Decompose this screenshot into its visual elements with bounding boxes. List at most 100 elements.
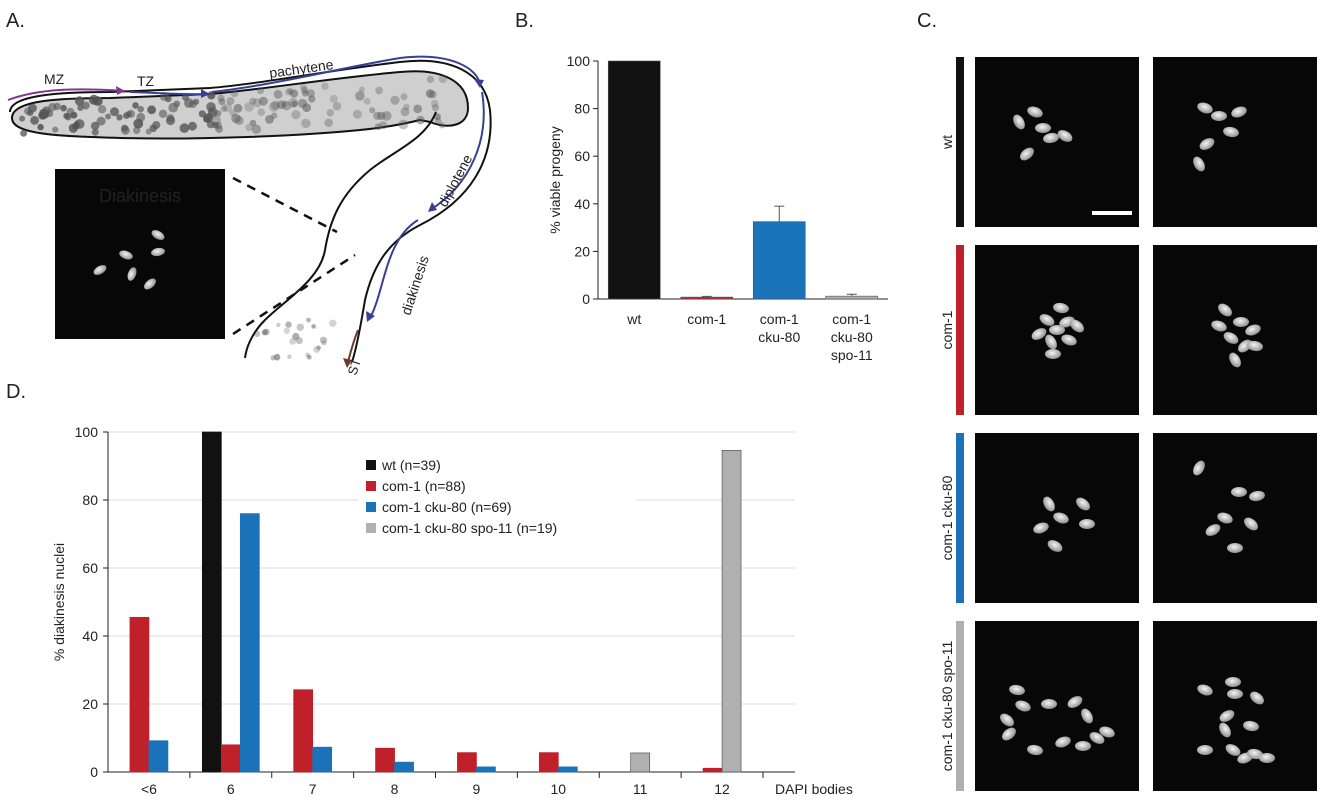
germline-nucleus	[300, 83, 307, 91]
row-label: com-1 cku-80	[939, 475, 955, 560]
bivalent-spot	[1225, 744, 1241, 756]
panel-letter-d: D.	[6, 381, 26, 403]
germline-nucleus	[373, 111, 382, 120]
micrograph-grid: wt com-1 com-1 cku-80 com-1 cku-80 spo-11	[939, 57, 1317, 791]
chartD-x-tick-label: <6	[141, 781, 157, 797]
chartD-x-labels: <6 6 7 8 9 10 11 12	[141, 772, 764, 797]
germline-nucleus	[218, 98, 226, 106]
germline-nucleus	[81, 101, 90, 110]
germline-nucleus	[430, 99, 439, 108]
proximal-nucleus	[273, 353, 281, 361]
bivalent-spot	[1211, 111, 1227, 121]
germline-nucleus	[252, 98, 262, 108]
inset-chromosomes	[93, 230, 165, 290]
row-label: com-1 cku-80 spo-11	[939, 641, 955, 772]
chartB-x-tick-label: com-1	[760, 311, 799, 327]
chartD-bar	[220, 744, 241, 773]
germline-nucleus	[145, 128, 152, 135]
stage-label-mz: MZ	[44, 71, 65, 87]
germline-nucleus	[152, 121, 161, 129]
germline-nucleus	[226, 97, 235, 106]
germline-nucleus	[302, 103, 312, 113]
germline-nucleus	[110, 107, 119, 117]
bivalent-spot	[1227, 689, 1243, 699]
germline-nucleus	[302, 90, 309, 97]
diplotene-arrow	[429, 91, 485, 211]
germline-nucleus	[184, 98, 194, 108]
micrograph-image	[1153, 245, 1317, 415]
chartD-x-axis-title: DAPI bodies	[775, 781, 853, 797]
bivalent-spot	[1218, 303, 1232, 317]
chartD-bar	[148, 740, 169, 773]
chartD-y-tick-label: 0	[90, 764, 98, 780]
bivalent-spot	[1027, 744, 1043, 756]
germline-nucleus	[439, 122, 446, 129]
row-label: wt	[939, 135, 955, 150]
proximal-nucleus	[287, 354, 292, 360]
germline-nucleus	[379, 121, 388, 130]
bivalent-spot	[1027, 106, 1043, 118]
chartD-legend: wt (n=39) com-1 (n=88) com-1 cku-80 (n=69)…	[358, 452, 636, 552]
germline-nucleus	[19, 115, 26, 122]
diakinesis-arrow	[369, 219, 419, 319]
germline-nucleus	[352, 109, 362, 119]
row-color-bar	[956, 621, 964, 791]
inset-bivalent	[151, 230, 165, 240]
micrograph-row: com-1 cku-80 spo-11	[939, 621, 1317, 791]
chartD-x-tick-label: 12	[714, 781, 730, 797]
bivalent-spot	[1045, 334, 1057, 350]
bivalent-spot	[1009, 684, 1025, 696]
bivalent-spot	[1047, 540, 1063, 552]
germline-nucleus	[382, 111, 392, 121]
germline-nucleus	[249, 119, 257, 127]
bivalent-spot	[1223, 126, 1239, 138]
germline-nucleus	[431, 104, 440, 112]
row-label: com-1	[939, 310, 955, 349]
bivalent-spot	[1053, 302, 1069, 314]
proximal-nucleus	[321, 340, 327, 346]
chartD-legend-label: wt (n=39)	[381, 457, 441, 473]
germline-nucleus	[390, 95, 400, 105]
germline-nucleus	[434, 117, 442, 125]
germline-nucleus	[245, 123, 253, 132]
bivalent-spot	[1043, 496, 1055, 512]
chartD-legend-swatch	[366, 502, 376, 512]
chartD-legend-swatch	[366, 523, 376, 533]
chartD-bars	[129, 431, 742, 773]
chartD-x-tick-label: 9	[473, 781, 481, 797]
germline-nucleus	[52, 126, 59, 133]
germline-nucleus	[234, 116, 244, 125]
micrograph-image	[975, 57, 1139, 227]
chartB-y-tick-label: 100	[567, 53, 591, 69]
chartD-y-axis-title: % diakinesis nuclei	[51, 543, 67, 661]
chartD-x-tick-label: 11	[633, 781, 648, 797]
germline-nucleus	[326, 109, 334, 117]
bivalent-spot	[1247, 748, 1263, 760]
germline-nucleus	[291, 110, 301, 120]
germline-nucleus	[105, 113, 112, 120]
germline-nucleus	[363, 98, 371, 105]
germline-nucleus	[369, 107, 376, 114]
chartD-bar	[630, 752, 651, 773]
bivalent-spot	[1033, 522, 1049, 534]
chartD-legend-swatch	[366, 481, 376, 491]
bivalent-spot	[1247, 340, 1263, 352]
bivalent-spot	[1233, 317, 1249, 327]
germline-nucleus	[377, 111, 386, 121]
chartD-bar	[538, 752, 559, 773]
germline-nucleus	[358, 86, 365, 93]
bivalent-spot	[1081, 708, 1093, 724]
germline-nucleus	[66, 107, 75, 116]
chartD-bar	[201, 431, 222, 773]
chartB-x-tick-label: com-1	[832, 311, 871, 327]
proximal-nucleus	[276, 322, 281, 328]
germline-nucleus	[438, 74, 448, 84]
panel-letter-b: B.	[515, 10, 534, 32]
diakinesis-arrowhead	[366, 311, 375, 322]
bivalent-spot	[1053, 512, 1069, 524]
bivalent-spot	[1231, 487, 1247, 497]
germline-nucleus	[20, 129, 28, 137]
chartB-bar	[825, 295, 879, 300]
bivalent-spot	[1219, 722, 1231, 738]
chartD-bar	[702, 767, 723, 773]
